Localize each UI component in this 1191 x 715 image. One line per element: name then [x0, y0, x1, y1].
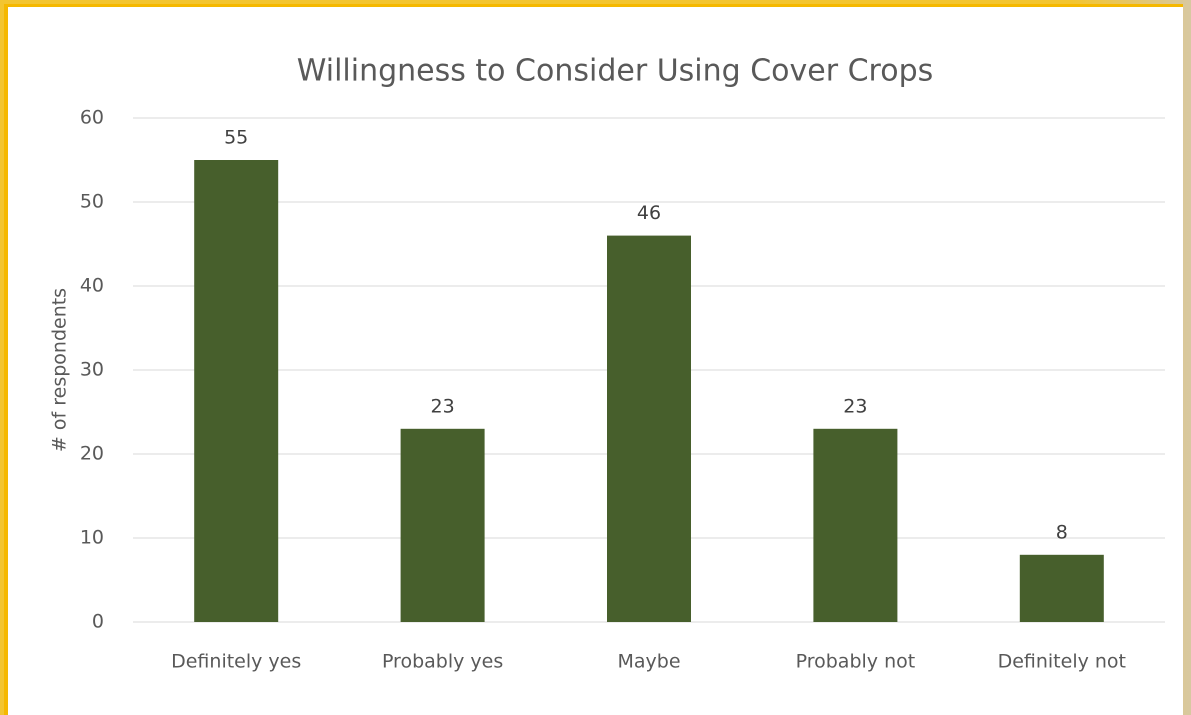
y-tick-label: 30: [80, 359, 104, 381]
y-tick-label: 0: [92, 611, 104, 633]
x-tick-label: Definitely yes: [171, 651, 301, 673]
x-tick-label: Definitely not: [998, 651, 1126, 673]
y-tick-label: 60: [80, 107, 104, 129]
data-label: 23: [843, 395, 867, 417]
bar: [194, 160, 279, 622]
x-tick-label: Probably yes: [382, 651, 503, 673]
bar: [607, 235, 691, 622]
bar: [1019, 554, 1104, 622]
y-tick-label: 50: [80, 191, 104, 213]
y-tick-label: 20: [80, 443, 104, 465]
data-label: 55: [224, 127, 248, 149]
data-label: 8: [1056, 521, 1068, 543]
data-label: 23: [431, 395, 455, 417]
bar: [400, 428, 485, 622]
x-tick-label: Probably not: [796, 651, 916, 673]
bar: [813, 428, 898, 622]
y-tick-label: 10: [80, 527, 104, 549]
data-label: 46: [637, 202, 661, 224]
y-axis-title: # of respondents: [49, 288, 71, 452]
y-tick-label: 40: [80, 275, 104, 297]
x-tick-label: Maybe: [617, 651, 680, 673]
chart-title: Willingness to Consider Using Cover Crop…: [297, 54, 934, 89]
